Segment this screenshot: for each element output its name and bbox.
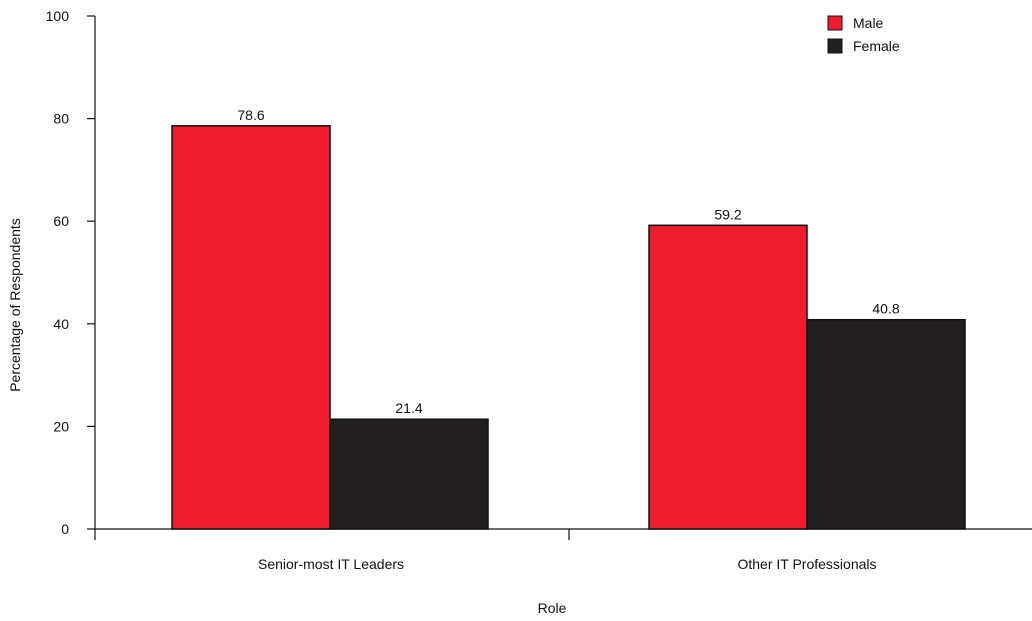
bar-male xyxy=(648,224,808,530)
y-tick-label: 60 xyxy=(53,213,69,229)
bars xyxy=(171,125,966,530)
legend-swatch-female xyxy=(827,38,843,54)
bar-female xyxy=(806,318,966,530)
y-tick-label: 0 xyxy=(61,521,69,537)
bar-male xyxy=(171,125,331,530)
legend-item-male: Male xyxy=(827,15,884,31)
bar-female xyxy=(329,418,489,530)
x-axis-ticks: Senior-most IT Leaders Other IT Professio… xyxy=(94,529,877,572)
data-label-female: 21.4 xyxy=(395,400,422,416)
y-tick-label: 100 xyxy=(46,8,70,24)
legend-item-female: Female xyxy=(827,38,900,54)
x-axis-title: Role xyxy=(538,600,567,616)
y-tick-label: 20 xyxy=(53,418,69,434)
legend-swatch-male xyxy=(827,15,843,31)
legend-label-male: Male xyxy=(853,15,884,31)
data-label-female: 40.8 xyxy=(872,301,899,317)
data-labels: 78.6 59.2 21.4 40.8 xyxy=(237,107,899,416)
data-label-male: 78.6 xyxy=(237,107,264,123)
x-tick-label: Senior-most IT Leaders xyxy=(258,556,404,572)
y-axis-title: Percentage of Respondents xyxy=(7,218,23,392)
legend: Male Female xyxy=(827,15,900,54)
y-axis-ticks: 0 20 40 60 80 100 xyxy=(46,8,95,537)
data-label-male: 59.2 xyxy=(714,206,741,222)
y-tick-label: 80 xyxy=(53,111,69,127)
x-tick-label: Other IT Professionals xyxy=(737,556,876,572)
y-tick-label: 40 xyxy=(53,316,69,332)
legend-label-female: Female xyxy=(853,38,900,54)
